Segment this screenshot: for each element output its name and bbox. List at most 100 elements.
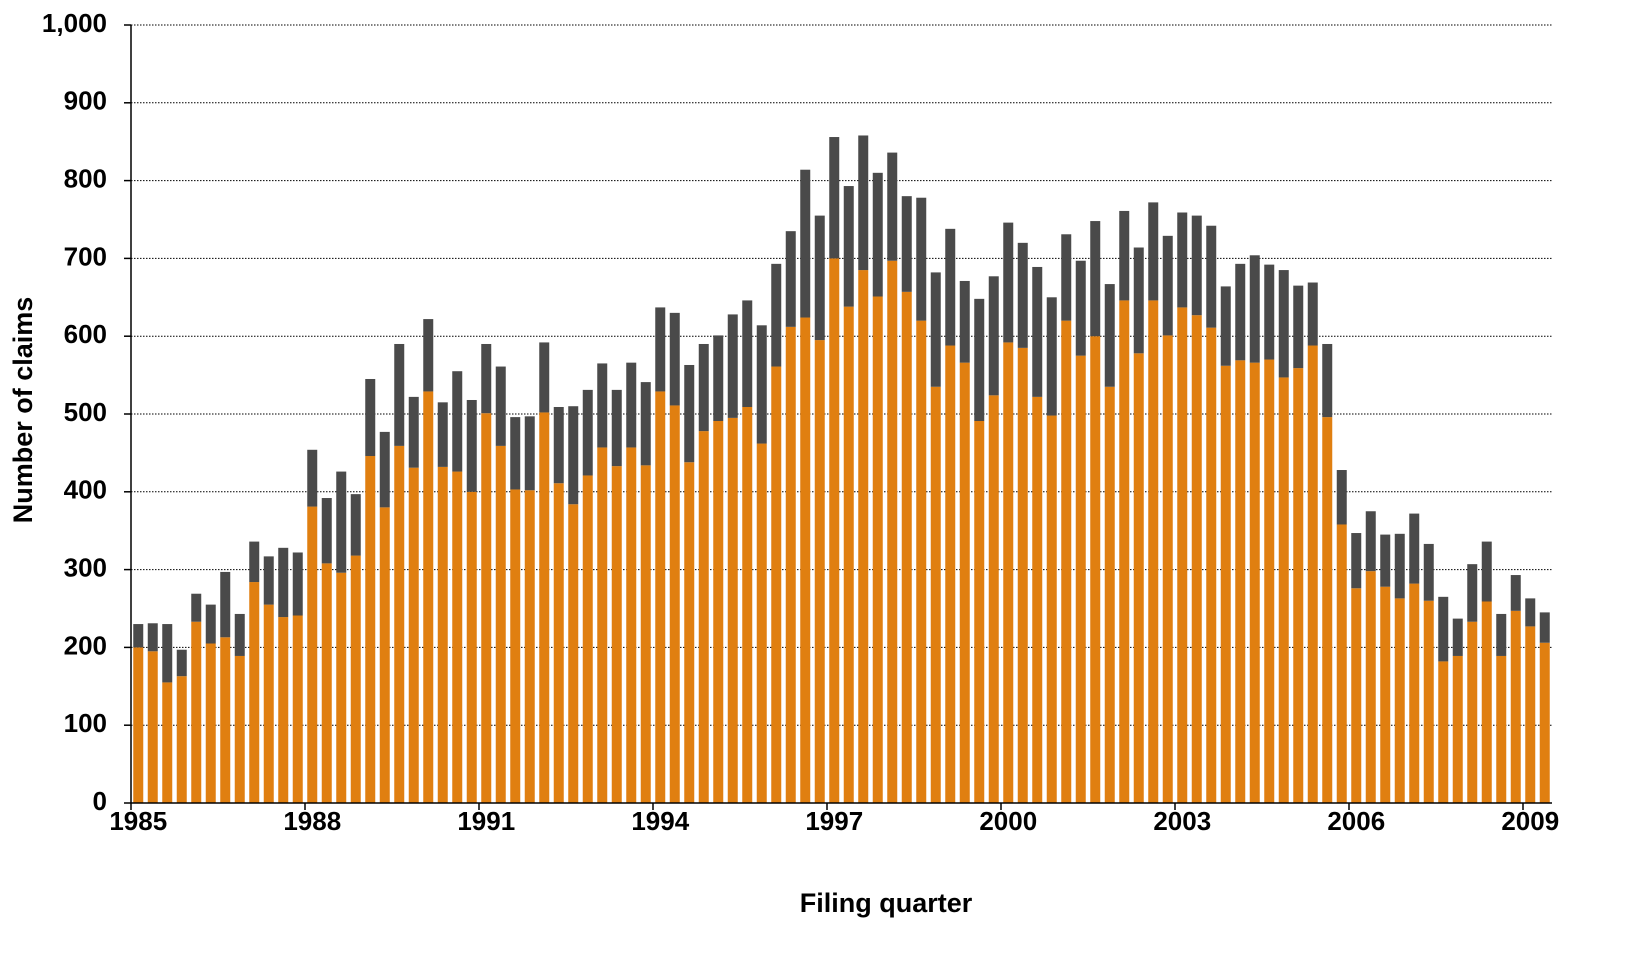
- bar-segment: [727, 417, 738, 803]
- bar-segment: [278, 617, 289, 803]
- bar-segment: [988, 395, 999, 803]
- bar-segment: [495, 445, 506, 803]
- bar-segment: [945, 345, 956, 803]
- bar-segment: [191, 621, 202, 803]
- bar-segment: [1510, 610, 1521, 803]
- bar-segment: [1467, 564, 1478, 622]
- bar-segment: [1452, 655, 1463, 803]
- bar-segment: [1293, 368, 1304, 803]
- bar-segment: [234, 613, 245, 656]
- bar-segment: [1525, 626, 1536, 803]
- bar-segment: [1148, 300, 1159, 803]
- bar-segment: [742, 406, 753, 803]
- bar-segment: [1365, 511, 1376, 572]
- x-tick-label: 2000: [979, 806, 1037, 836]
- bar-segment: [1264, 359, 1275, 803]
- bar-segment: [278, 547, 289, 618]
- bar-segment: [307, 506, 318, 803]
- bar-segment: [321, 563, 332, 803]
- bar-segment: [524, 416, 535, 491]
- bar-segment: [437, 466, 448, 803]
- bar-segment: [1046, 415, 1057, 803]
- bar-segment: [292, 552, 303, 616]
- bar-segment: [423, 391, 434, 803]
- bar-segment: [1322, 417, 1333, 803]
- bar-segment: [640, 465, 651, 803]
- bar-segment: [1278, 377, 1289, 803]
- bar-segment: [742, 300, 753, 407]
- bar-segment: [1017, 242, 1028, 348]
- y-tick-label: 0: [93, 786, 107, 816]
- bar-segment: [481, 343, 492, 414]
- bar-segment: [582, 389, 593, 476]
- bar-segment: [800, 317, 811, 803]
- bar-segment: [263, 556, 274, 605]
- bar-segment: [510, 417, 521, 490]
- y-tick-label: 900: [64, 86, 107, 116]
- bar-segment: [974, 298, 985, 422]
- bar-segment: [655, 391, 666, 803]
- bar-segment: [1365, 571, 1376, 803]
- bar-segment: [1148, 202, 1159, 301]
- bar-segment: [800, 169, 811, 318]
- bar-segment: [162, 682, 173, 803]
- bar-segment: [756, 325, 767, 444]
- bar-segment: [1104, 386, 1115, 803]
- y-tick-label: 600: [64, 319, 107, 349]
- bar-segment: [1307, 282, 1318, 346]
- bar-segment: [452, 371, 463, 472]
- x-tick-label: 1997: [805, 806, 863, 836]
- bar-segment: [379, 507, 390, 803]
- bar-segment: [1539, 612, 1550, 643]
- bar-segment: [1075, 260, 1086, 356]
- bar-segment: [495, 366, 506, 446]
- bar-segment: [1133, 247, 1144, 354]
- bar-segment: [539, 412, 550, 803]
- bar-segment: [1032, 266, 1043, 397]
- x-tick-label: 1985: [109, 806, 167, 836]
- bar-segment: [1162, 335, 1173, 803]
- bar-segment: [1003, 222, 1014, 343]
- bar-segment: [1133, 353, 1144, 803]
- bar-segment: [1336, 524, 1347, 803]
- y-tick-label: 300: [64, 552, 107, 582]
- bar-segment: [814, 215, 825, 341]
- bar-segment: [916, 197, 927, 321]
- bar-segment: [727, 314, 738, 418]
- x-tick-label: 2009: [1501, 806, 1559, 836]
- bar-segment: [640, 382, 651, 466]
- bar-segment: [1075, 355, 1086, 803]
- bar-segment: [524, 490, 535, 803]
- bar-segment: [481, 413, 492, 803]
- bar-segment: [872, 296, 883, 803]
- bar-segment: [930, 386, 941, 803]
- bar-segment: [1380, 534, 1391, 587]
- bar-segment: [669, 312, 680, 406]
- bar-segment: [1061, 320, 1072, 803]
- bar-segment: [452, 471, 463, 803]
- bar-segment: [1235, 360, 1246, 803]
- bar-segment: [249, 582, 260, 803]
- bar-segment: [684, 364, 695, 463]
- bar-segment: [611, 389, 622, 467]
- bar-segment: [1003, 342, 1014, 803]
- x-tick-label: 1994: [631, 806, 689, 836]
- bar-segment: [553, 406, 564, 484]
- bar-segment: [205, 604, 216, 644]
- bar-segment: [394, 445, 405, 803]
- bar-segment: [626, 447, 637, 803]
- y-tick-label: 400: [64, 475, 107, 505]
- bar-segment: [133, 624, 144, 648]
- bar-segment: [176, 676, 187, 803]
- bar-segment: [249, 541, 260, 583]
- y-tick-label: 700: [64, 241, 107, 271]
- bar-segment: [1046, 297, 1057, 416]
- bar-segment: [1307, 345, 1318, 803]
- bar-segment: [1438, 596, 1449, 662]
- bar-segment: [843, 186, 854, 307]
- bar-segment: [568, 504, 579, 803]
- bar-segment: [698, 431, 709, 803]
- bar-segment: [901, 196, 912, 292]
- bar-segment: [220, 637, 231, 803]
- bar-segment: [423, 319, 434, 392]
